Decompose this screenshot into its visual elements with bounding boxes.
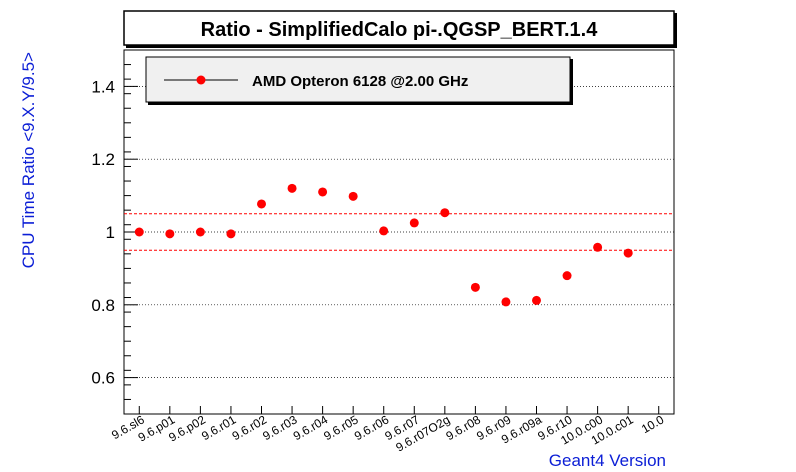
data-point <box>257 199 266 209</box>
x-tick-label: 9.6.r01 <box>199 412 239 443</box>
data-point <box>287 183 297 193</box>
y-tick-label: 1.2 <box>91 150 115 169</box>
x-axis: 9.6.sl69.6.p019.6.p029.6.r019.6.r029.6.r… <box>109 406 667 455</box>
data-point <box>165 229 175 239</box>
data-point <box>562 271 572 281</box>
y-tick-label: 1.4 <box>91 77 115 96</box>
y-axis: 0.6 0.8 1 1.2 1.4 <box>91 49 138 415</box>
y-tick-label: 1 <box>106 223 115 242</box>
reference-lines <box>124 213 674 251</box>
data-point <box>409 218 419 228</box>
x-tick-label: 10.0 <box>639 412 667 436</box>
data-point <box>440 208 450 218</box>
data-point <box>593 242 603 252</box>
data-point <box>623 248 633 258</box>
x-axis-title: Geant4 Version <box>549 451 666 470</box>
y-tick-label: 0.8 <box>91 296 115 315</box>
x-tick-label: 9.6.r05 <box>321 412 361 443</box>
chart-title: Ratio - SimplifiedCalo pi-.QGSP_BERT.1.4 <box>201 19 599 41</box>
legend: AMD Opteron 6128 @2.00 GHz <box>145 56 573 105</box>
data-point <box>470 282 480 292</box>
title-box <box>123 10 675 46</box>
data-point <box>501 297 511 307</box>
data-point <box>348 191 358 201</box>
data-point <box>195 227 205 237</box>
x-tick-label: 9.6.r04 <box>291 412 331 443</box>
data-points <box>134 183 633 307</box>
data-point <box>318 187 328 197</box>
x-tick-label: 9.6.r06 <box>352 412 392 443</box>
x-tick-label: 9.6.r08 <box>444 412 484 443</box>
x-tick-label: 9.6.r02 <box>230 412 270 443</box>
data-point <box>226 229 236 239</box>
legend-label: AMD Opteron 6128 @2.00 GHz <box>252 73 468 90</box>
data-point <box>134 227 144 237</box>
grid-lines <box>124 86 674 378</box>
x-tick-label: 9.6.r03 <box>260 412 300 443</box>
y-tick-label: 0.6 <box>91 369 115 388</box>
y-axis-title: CPU Time Ratio <9.X.Y/9.5> <box>19 52 38 268</box>
data-point <box>379 226 389 236</box>
data-point <box>532 295 541 305</box>
legend-marker <box>196 75 206 85</box>
